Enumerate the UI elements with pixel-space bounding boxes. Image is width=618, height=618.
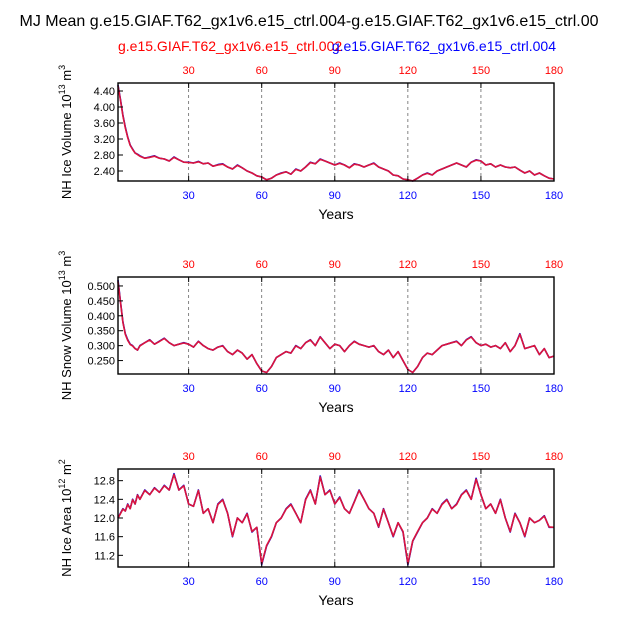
x-tick-label-top: 90 <box>329 65 341 77</box>
y-axis-label-main: NH Ice Area 10 <box>59 489 74 577</box>
x-tick-label-bottom: 120 <box>399 190 417 202</box>
y-axis-label-unit: m <box>59 70 74 84</box>
y-tick-label: 0.450 <box>87 296 115 308</box>
x-tick-label-top: 180 <box>545 451 563 463</box>
y-axis-label-main: NH Snow Volume 10 <box>59 280 74 400</box>
chart-title: MJ Mean g.e15.GIAF.T62_gx1v6.e15_ctrl.00… <box>20 13 599 30</box>
x-tick-label-bottom: 150 <box>472 383 490 395</box>
y-tick-label: 2.80 <box>94 150 115 162</box>
y-axis-label-unit-exp: 3 <box>57 65 67 70</box>
x-tick-label-top: 120 <box>399 65 417 77</box>
y-tick-label: 11.2 <box>94 550 115 562</box>
x-tick-label-top: 180 <box>545 65 563 77</box>
x-tick-label-top: 30 <box>183 65 195 77</box>
x-tick-label-top: 180 <box>545 259 563 271</box>
y-tick-label: 12.0 <box>94 513 115 525</box>
y-tick-label: 0.400 <box>87 311 115 323</box>
y-axis-label-unit-exp: 2 <box>57 459 67 464</box>
x-tick-label-bottom: 30 <box>183 190 195 202</box>
panel-3: 11.2 11.6 12.0 12.4 12.8 30 60 90 120 150 180 30 60 9… <box>57 451 563 608</box>
subtitle-left: g.e15.GIAF.T62_gx1v6.e15_ctrl.002 <box>118 38 342 54</box>
series-line-1 <box>117 84 555 182</box>
y-tick-label: 0.500 <box>87 281 115 293</box>
plot-frame <box>117 82 555 182</box>
x-tick-label-top: 60 <box>256 451 268 463</box>
y-axis-label-exp: 13 <box>57 84 67 94</box>
x-tick-label-bottom: 90 <box>329 190 341 202</box>
panel-1: 2.40 2.80 3.20 3.60 4.00 4.40 30 60 90 120 150 180 3… <box>57 65 563 222</box>
x-tick-label-bottom: 30 <box>183 576 195 588</box>
y-tick-label: 3.20 <box>94 134 115 146</box>
x-tick-label-bottom: 60 <box>256 383 268 395</box>
plot-frame <box>117 276 555 375</box>
x-tick-label-top: 150 <box>472 259 490 271</box>
series-line-2 <box>117 473 555 565</box>
y-tick-label: 0.350 <box>87 326 115 338</box>
x-tick-label-bottom: 30 <box>183 383 195 395</box>
y-tick-label: 12.4 <box>94 494 115 506</box>
x-tick-label-top: 120 <box>399 451 417 463</box>
x-tick-label-bottom: 180 <box>545 576 563 588</box>
x-tick-label-top: 60 <box>256 259 268 271</box>
x-axis-label: Years <box>318 592 353 608</box>
y-axis-label-exp: 12 <box>57 479 67 489</box>
x-tick-label-bottom: 60 <box>256 576 268 588</box>
panel-2: 0.250 0.300 0.350 0.400 0.450 0.500 30 60 90 120 1… <box>57 251 563 415</box>
series-line-1 <box>117 279 555 374</box>
x-tick-label-bottom: 180 <box>545 190 563 202</box>
x-tick-label-top: 150 <box>472 65 490 77</box>
x-tick-label-bottom: 150 <box>472 576 490 588</box>
series-line-2 <box>117 85 555 182</box>
y-tick-label: 0.300 <box>87 341 115 353</box>
x-tick-label-bottom: 120 <box>399 576 417 588</box>
x-tick-label-top: 30 <box>183 451 195 463</box>
x-tick-label-bottom: 90 <box>329 576 341 588</box>
chart-panels: 2.40 2.80 3.20 3.60 4.00 4.40 30 60 90 120 150 180 3… <box>57 65 563 608</box>
x-tick-label-bottom: 60 <box>256 190 268 202</box>
x-tick-label-top: 150 <box>472 451 490 463</box>
subtitle-right: g.e15.GIAF.T62_gx1v6.e15_ctrl.004 <box>332 38 556 54</box>
x-tick-label-bottom: 150 <box>472 190 490 202</box>
x-tick-label-bottom: 180 <box>545 383 563 395</box>
x-tick-label-top: 60 <box>256 65 268 77</box>
x-axis-label: Years <box>318 399 353 415</box>
plot-frame <box>117 468 555 568</box>
x-tick-label-top: 120 <box>399 259 417 271</box>
x-tick-label-top: 90 <box>329 451 341 463</box>
y-axis-label-main: NH Ice Volume 10 <box>59 94 74 199</box>
y-axis-label: NH Ice Area 1012 m2 <box>57 459 74 577</box>
y-axis-label: NH Ice Volume 1013 m3 <box>57 65 74 199</box>
x-axis-label: Years <box>318 206 353 222</box>
x-tick-label-bottom: 120 <box>399 383 417 395</box>
y-axis-label-unit: m <box>59 256 74 270</box>
y-tick-label: 3.60 <box>94 118 115 130</box>
y-axis-label-exp: 13 <box>57 270 67 280</box>
y-axis-label: NH Snow Volume 1013 m3 <box>57 251 74 400</box>
y-tick-label: 4.40 <box>94 86 115 98</box>
y-axis-label-unit-exp: 3 <box>57 251 67 256</box>
y-tick-label: 4.00 <box>94 102 115 114</box>
x-tick-label-top: 90 <box>329 259 341 271</box>
y-tick-label: 2.40 <box>94 166 115 178</box>
y-axis-label-unit: m <box>59 464 74 478</box>
y-tick-label: 0.250 <box>87 356 115 368</box>
series-line-2 <box>117 281 555 374</box>
x-tick-label-bottom: 90 <box>329 383 341 395</box>
y-tick-label: 11.6 <box>94 532 115 544</box>
y-tick-label: 12.8 <box>94 476 115 488</box>
x-tick-label-top: 30 <box>183 259 195 271</box>
